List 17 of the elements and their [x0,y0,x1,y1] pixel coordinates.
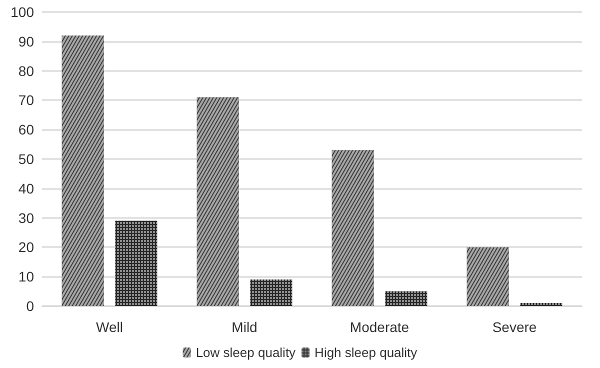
y-tick-label: 30 [18,210,34,226]
y-tick-label: 20 [18,239,34,256]
y-tick-label: 90 [18,33,34,50]
y-tick-label: 0 [26,298,34,314]
x-tick-label: Severe [492,319,537,335]
y-tick-label: 80 [18,62,34,79]
y-tick-label: 100 [10,4,34,20]
x-tick-label: Moderate [350,319,410,335]
x-tick-label: Well [96,319,123,335]
x-tick-label: Mild [232,319,258,335]
legend-label: High sleep quality [314,345,418,360]
y-tick-label: 70 [18,92,34,108]
y-tick-label: 10 [18,268,34,285]
legend-label: Low sleep quality [196,345,296,360]
y-tick-label: 60 [18,122,34,138]
y-tick-label: 40 [18,180,34,196]
y-tick-label: 50 [18,151,34,167]
